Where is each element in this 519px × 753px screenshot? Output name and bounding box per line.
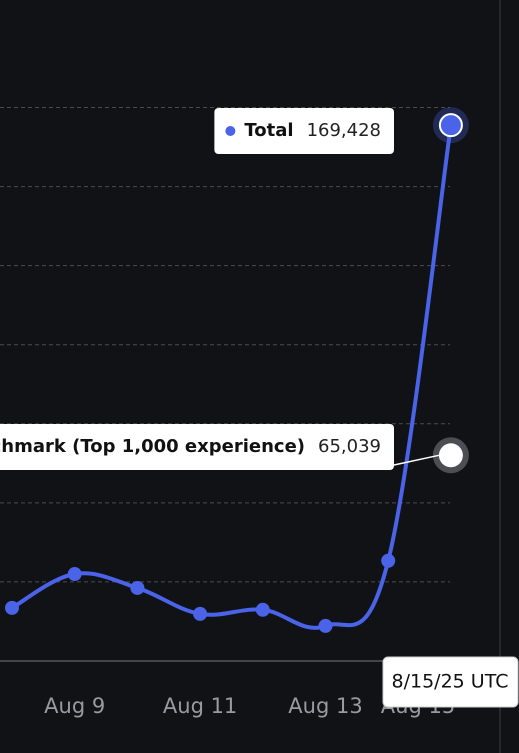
x-tick-label: Aug 9 (44, 694, 105, 718)
data-point (255, 602, 270, 617)
data-point (381, 553, 396, 568)
tooltip-connector (393, 454, 440, 466)
tooltip-name: Total (244, 120, 293, 141)
data-point (193, 606, 208, 621)
date-tooltip: 8/15/25 UTC (382, 656, 519, 708)
data-point (5, 600, 19, 615)
tooltip-box (214, 108, 394, 154)
date-label: 8/15/25 UTC (392, 671, 509, 693)
legend-dot (225, 126, 236, 136)
data-point (67, 567, 82, 582)
series-line (10, 124, 453, 630)
tooltip-name: chmark (Top 1,000 experience) (0, 436, 305, 457)
tooltip-value: 65,039 (318, 436, 381, 457)
tooltip: 169,428 Total (214, 108, 394, 154)
x-tick-label: Aug 13 (288, 694, 362, 718)
data-point (130, 580, 145, 595)
end-point (438, 113, 463, 138)
data-point (318, 618, 333, 633)
date-box (382, 656, 519, 708)
tooltip-value: 169,428 (307, 120, 381, 141)
end-point (438, 443, 463, 468)
tooltip: 65,039 chmark (Top 1,000 experience) (0, 424, 394, 470)
tooltip-box (0, 424, 394, 470)
x-tick-label: Aug 11 (163, 694, 237, 718)
